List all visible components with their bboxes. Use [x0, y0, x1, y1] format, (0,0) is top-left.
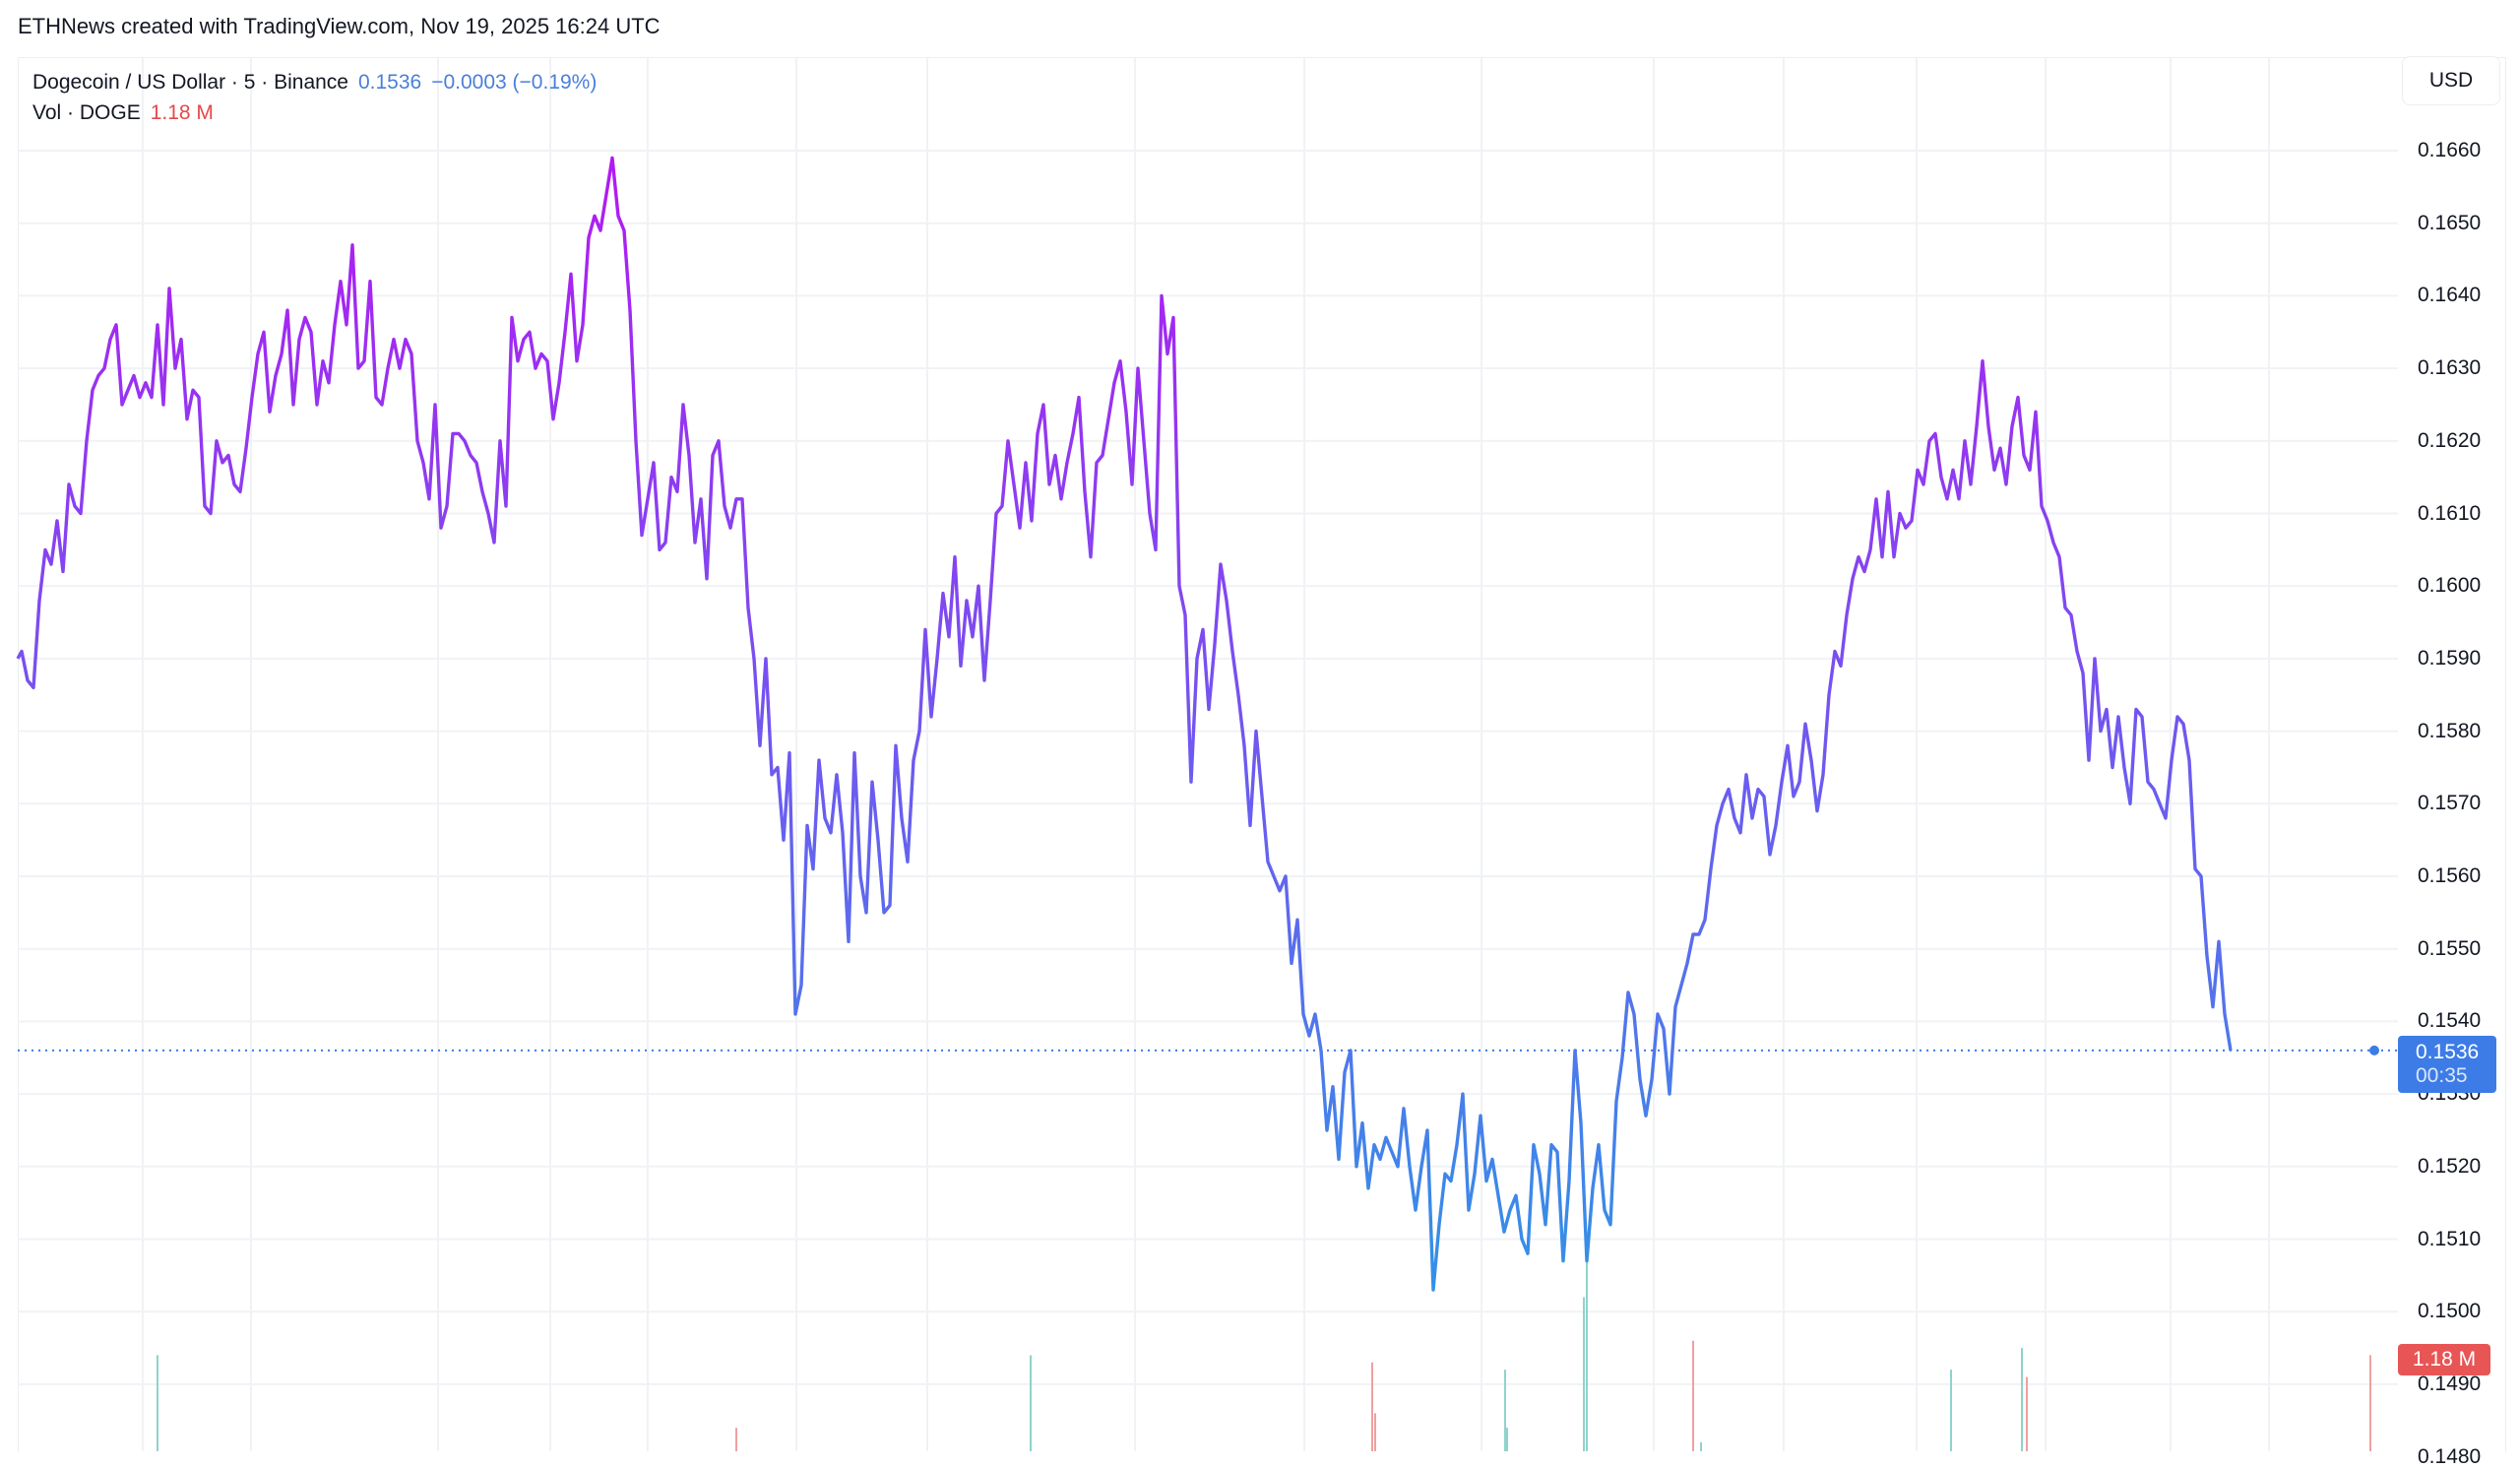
price-axis-tick: 0.1500	[2418, 1300, 2482, 1323]
volume-label: Vol · DOGE	[32, 101, 141, 124]
currency-button[interactable]: USD	[2402, 56, 2500, 105]
price-axis-tick: 0.1580	[2418, 719, 2482, 742]
price-axis-tick: 0.1600	[2418, 574, 2482, 598]
price-change: −0.0003 (−0.19%)	[431, 71, 598, 94]
symbol-title: Dogecoin / US Dollar · 5 · Binance	[32, 71, 348, 94]
price-axis-tick: 0.1520	[2418, 1154, 2482, 1178]
price-axis-tick: 0.1570	[2418, 792, 2482, 815]
volume-bars	[157, 1239, 2371, 1451]
price-axis-tick: 0.1610	[2418, 501, 2482, 525]
price-axis-tick: 0.1590	[2418, 646, 2482, 670]
price-axis-tick: 0.1660	[2418, 139, 2482, 161]
volume-value: 1.18 M	[150, 101, 214, 124]
chart-frame[interactable]	[18, 57, 2506, 1452]
last-price-dot	[2369, 1045, 2379, 1055]
chart-attribution: ETHNews created with TradingView.com, No…	[18, 14, 661, 38]
price-axis-tick: 0.1480	[2418, 1444, 2482, 1468]
price-axis-tick: 0.1640	[2418, 284, 2482, 307]
price-axis-tick: 0.1630	[2418, 356, 2482, 380]
price-axis-tick: 0.1650	[2418, 211, 2482, 234]
chart-gridlines	[18, 58, 2398, 1451]
last-price-tag: 0.1536 00:35	[2398, 1036, 2496, 1093]
price-line	[16, 156, 2233, 1292]
price-axis-tick: 0.1620	[2418, 428, 2482, 452]
volume-row[interactable]: Vol · DOGE 1.18 M	[32, 97, 597, 128]
volume-tag: 1.18 M	[2398, 1344, 2490, 1375]
price-axis-tick: 0.1490	[2418, 1372, 2482, 1395]
bar-countdown: 00:35	[2416, 1064, 2468, 1087]
price-axis-tick: 0.1540	[2418, 1009, 2482, 1033]
price-axis-tick: 0.1510	[2418, 1227, 2482, 1250]
last-price-value: 0.1536	[357, 71, 422, 94]
price-axis-tick: 0.1560	[2418, 864, 2482, 887]
symbol-row[interactable]: Dogecoin / US Dollar · 5 · Binance 0.1536…	[32, 67, 597, 97]
price-axis-tick: 0.1550	[2418, 936, 2482, 960]
last-price-tag-value: 0.1536	[2416, 1041, 2480, 1063]
chart-legend: Dogecoin / US Dollar · 5 · Binance 0.1536…	[32, 67, 597, 128]
